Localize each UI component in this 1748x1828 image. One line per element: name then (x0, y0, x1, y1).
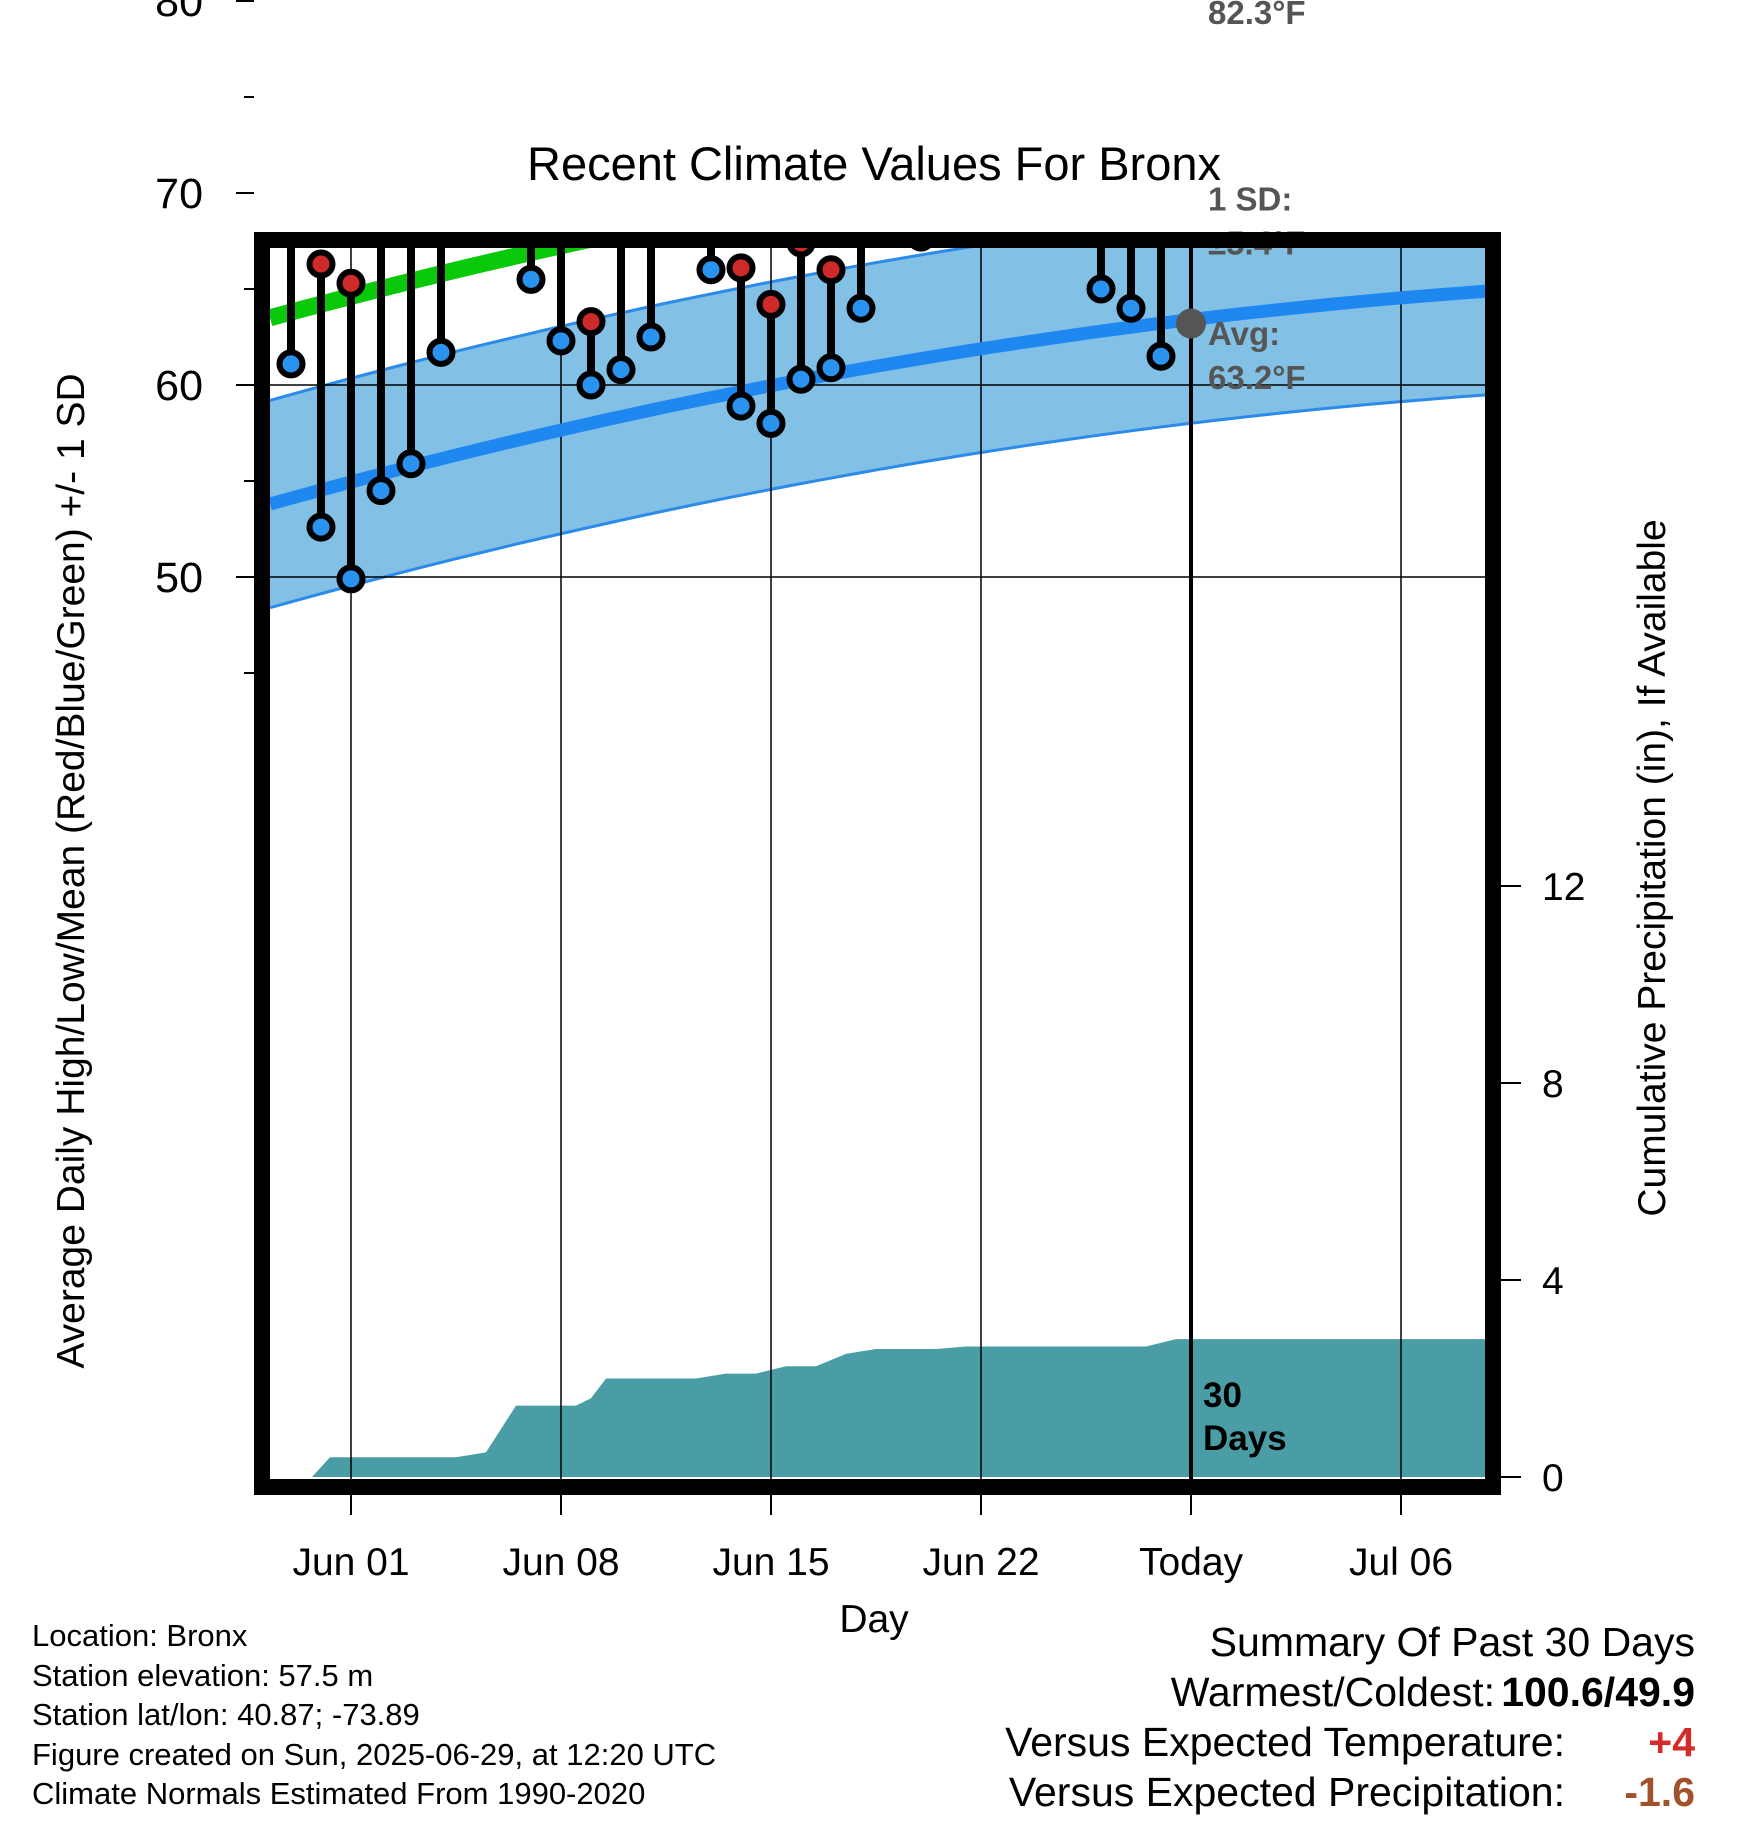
summary-heading: Summary Of Past 30 Days (1209, 1619, 1695, 1665)
daily-low-marker (1086, 274, 1116, 304)
warm-cold-label: Warmest/Coldest: (1170, 1669, 1495, 1715)
normal-mean-line (268, 246, 600, 327)
daily-low-marker (696, 255, 726, 285)
daily-low-marker (786, 364, 816, 394)
daily-high-marker (756, 289, 786, 319)
normal-high-line (270, 0, 1491, 126)
daily-low-marker (396, 449, 426, 479)
normal-high-band (270, 0, 1491, 243)
daily-high-marker (816, 255, 846, 285)
temp-anomaly-row: Versus Expected Temperature: +4 (1005, 1717, 1695, 1767)
y-axis-label: Average Daily High/Low/Mean (Red/Blue/Gr… (50, 373, 93, 1368)
daily-low-marker (880, 187, 903, 210)
daily-high-marker (280, 59, 303, 82)
daily-low-marker (460, 174, 483, 197)
plot-interior (268, 0, 1491, 1481)
daily-low-marker (490, 126, 513, 149)
y2-tick-label: 12 (1542, 866, 1585, 909)
daily-low-marker (336, 564, 366, 594)
normal-low-line (268, 284, 1487, 511)
daily-low-marker (366, 476, 396, 506)
y-tick-label: 70 (155, 170, 203, 218)
daily-low-marker (726, 391, 756, 421)
daily-high-marker (700, 9, 723, 32)
daily-low-marker (606, 355, 636, 385)
high-avg-value: 82.3°F (1208, 0, 1306, 31)
y2-tick-label: 8 (1542, 1063, 1564, 1106)
days-count-label: Days (1203, 1419, 1287, 1458)
chart-title: Recent Climate Values For Bronx (527, 137, 1221, 190)
daily-high-marker (550, 62, 573, 85)
y2-tick-label: 4 (1542, 1260, 1564, 1303)
daily-high-marker (336, 268, 366, 298)
x-tick-label: Jun 22 (922, 1541, 1039, 1584)
low-avg-label: Avg: (1208, 315, 1280, 352)
summary-panel: Summary Of Past 30 Days Warmest/Coldest:… (1005, 1617, 1695, 1817)
y2-tick-label: 0 (1542, 1457, 1564, 1500)
low-band-lower-edge (269, 393, 1487, 610)
daily-high-marker (576, 307, 606, 337)
y-tick-label: 60 (155, 362, 203, 410)
temp-anomaly-value: +4 (1648, 1719, 1695, 1765)
daily-low-marker (426, 337, 456, 367)
daily-low-marker (1030, 3, 1053, 26)
daily-high-marker (370, 151, 393, 174)
created-text: Figure created on Sun, 2025-06-29, at 12… (32, 1736, 717, 1772)
daily-low-marker (576, 370, 606, 400)
elevation-text: Station elevation: 57.5 m (32, 1657, 374, 1693)
daily-high-marker (306, 249, 336, 279)
normal-low-band (270, 246, 1487, 608)
daily-low-marker (276, 349, 306, 379)
precip-anomaly-value: -1.6 (1624, 1769, 1695, 1815)
daily-low-marker (1146, 341, 1176, 371)
daily-low-marker (636, 322, 666, 352)
daily-low-marker (816, 353, 846, 383)
plot-frame (254, 232, 1501, 1495)
precip-anomaly-label: Versus Expected Precipitation: (1008, 1769, 1565, 1815)
daily-high-marker (610, 84, 633, 107)
warm-cold-row: Warmest/Coldest: 100.6/49.9 (1005, 1667, 1695, 1717)
daily-low-marker (1000, 18, 1023, 41)
low-sd-label: 1 SD: (1208, 180, 1292, 217)
daily-high-marker (520, 36, 543, 59)
temp-anomaly-label: Versus Expected Temperature: (1005, 1719, 1565, 1765)
daily-low-marker (1116, 293, 1146, 323)
daily-high-marker (726, 253, 756, 283)
days-count-number: 30 (1203, 1376, 1242, 1415)
x-tick-label: Jul 06 (1349, 1541, 1453, 1584)
x-tick-label: Jun 15 (712, 1541, 829, 1584)
y-tick-label: 50 (155, 554, 203, 602)
normals-text: Climate Normals Estimated From 1990-2020 (32, 1776, 646, 1811)
daily-low-marker (756, 408, 786, 438)
precip-anomaly-row: Versus Expected Precipitation: -1.6 (1005, 1767, 1695, 1817)
x-tick-label: Today (1139, 1541, 1244, 1584)
low-avg-dot (1176, 308, 1206, 339)
low-band-upper-edge (269, 246, 986, 402)
daily-low-marker (306, 512, 336, 542)
x-axis-label: Day (839, 1598, 909, 1641)
y2-axis-label: Cumulative Precipitation (in), If Availa… (1631, 519, 1674, 1216)
high-band-upper-edge (270, 0, 1491, 9)
low-avg-value: 63.2°F (1208, 359, 1306, 396)
y-tick-label: 80 (155, 0, 203, 26)
x-tick-label: Jun 08 (502, 1541, 619, 1584)
location-text: Location: Bronx (32, 1618, 248, 1653)
daily-low-marker (846, 293, 876, 323)
daily-low-marker (516, 264, 546, 294)
latlon-text: Station lat/lon: 40.87; -73.89 (32, 1697, 420, 1732)
precip-area (270, 1339, 1487, 1477)
x-tick-label: Jun 01 (292, 1541, 409, 1584)
daily-low-marker (546, 326, 576, 356)
warm-cold-value: 100.6/49.9 (1501, 1669, 1695, 1715)
station-info: Location: Bronx Station elevation: 57.5 … (32, 1616, 716, 1814)
daily-high-marker (786, 246, 816, 258)
